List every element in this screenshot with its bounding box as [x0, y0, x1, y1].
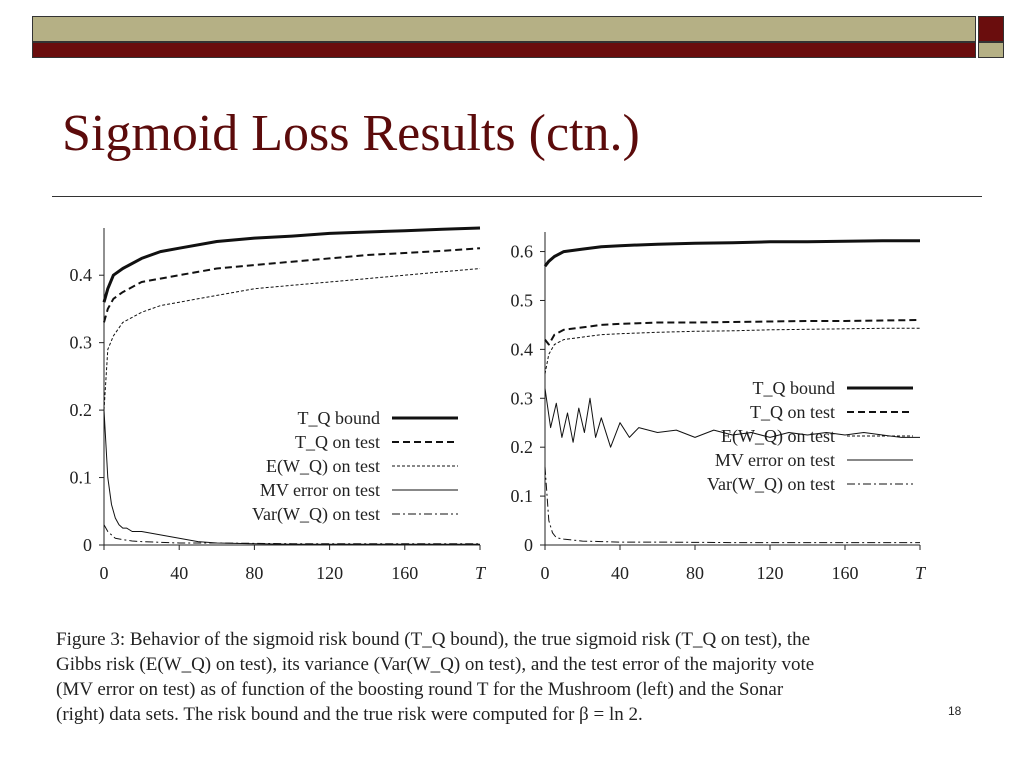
chart-mushroom: 0 40 80 120 160 T 0 0.1 0.2 0.3 0.4 T_Q bound T_Q on… — [70, 226, 487, 583]
x-tick-label: 80 — [686, 563, 704, 583]
legend-label: T_Q on test — [750, 402, 835, 422]
series-line-3 — [103, 410, 480, 545]
header-olive-band — [32, 16, 976, 42]
x-tick-label: T — [915, 563, 927, 583]
header-maroon-stripe — [32, 42, 976, 58]
title-divider — [52, 196, 982, 197]
legend-label: T_Q on test — [295, 432, 380, 452]
y-tick-label: 0.2 — [70, 400, 93, 420]
y-tick-label: 0.3 — [70, 333, 93, 353]
x-tick-label: 40 — [611, 563, 629, 583]
legend-label: E(W_Q) on test — [266, 456, 380, 477]
legend-label: MV error on test — [715, 450, 835, 470]
legend-label: Var(W_Q) on test — [252, 504, 380, 525]
figure-caption: Figure 3: Behavior of the sigmoid risk b… — [56, 627, 946, 727]
y-tick-label: 0 — [524, 535, 533, 555]
y-tick-label: 0.1 — [511, 486, 534, 506]
legend-label: MV error on test — [260, 480, 380, 500]
x-tick-label: 80 — [245, 563, 263, 583]
y-tick-label: 0.4 — [511, 339, 534, 359]
legend-label: T_Q bound — [753, 378, 836, 398]
series-line-1 — [103, 247, 481, 323]
page-number: 18 — [948, 704, 962, 718]
y-tick-label: 0.4 — [70, 265, 93, 285]
chart-sonar: 0 40 80 120 160 T 0 0.1 0.2 0.3 0.4 0.5 0.6 T_Q bound… — [511, 232, 927, 583]
caption-line: Gibbs risk (E(W_Q) on test), its varianc… — [56, 654, 815, 675]
x-tick-label: 120 — [757, 563, 784, 583]
y-tick-label: 0 — [83, 535, 92, 555]
caption-line: (MV error on test) as of function of the… — [56, 679, 784, 700]
x-tick-label: 120 — [316, 563, 343, 583]
header-maroon-square — [978, 16, 1004, 42]
series-line-4 — [103, 524, 480, 545]
x-tick-label: 0 — [541, 563, 550, 583]
series-line-2 — [103, 268, 481, 411]
slide-title: Sigmoid Loss Results (ctn.) — [62, 105, 640, 162]
caption-line: Figure 3: Behavior of the sigmoid risk b… — [56, 629, 811, 650]
x-tick-label: 160 — [391, 563, 418, 583]
x-tick-label: 0 — [100, 563, 109, 583]
legend-label: E(W_Q) on test — [721, 426, 835, 447]
header-olive-square — [978, 42, 1004, 58]
y-tick-label: 0.2 — [511, 437, 534, 457]
series-line-1 — [544, 319, 921, 346]
x-tick-label: 40 — [170, 563, 188, 583]
y-tick-label: 0.5 — [511, 290, 534, 310]
x-tick-label: 160 — [832, 563, 859, 583]
series-line-3 — [544, 388, 920, 448]
series-line-2 — [544, 327, 920, 374]
caption-line: (right) data sets. The risk bound and th… — [56, 704, 643, 725]
y-tick-label: 0.6 — [511, 242, 534, 262]
figure-charts: 0 40 80 120 160 T 0 0.1 0.2 0.3 0.4 T_Q bound T_Q on… — [70, 226, 927, 583]
y-tick-label: 0.3 — [511, 388, 534, 408]
series-line-4 — [544, 466, 920, 544]
series-line-0 — [543, 239, 920, 268]
legend-label: Var(W_Q) on test — [707, 474, 835, 495]
legend-label: T_Q bound — [298, 408, 381, 428]
y-tick-label: 0.1 — [70, 468, 93, 488]
x-tick-label: T — [475, 563, 487, 583]
series-line-0 — [102, 226, 481, 303]
